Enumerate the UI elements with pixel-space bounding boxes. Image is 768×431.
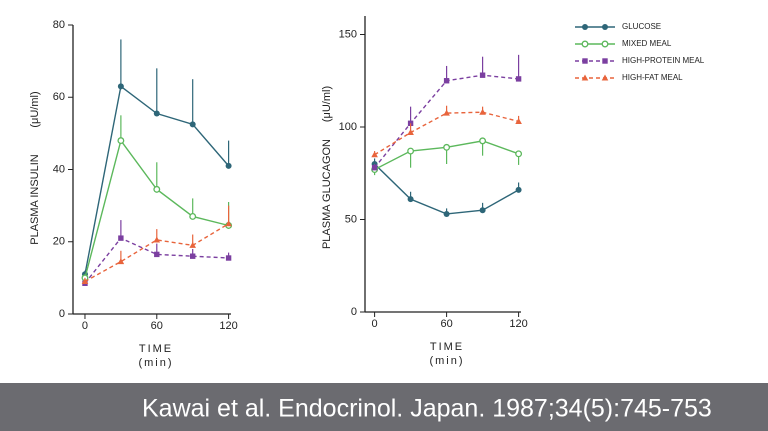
x-tick-label: 60 [151, 320, 163, 332]
series-line [374, 111, 519, 156]
marker [479, 72, 486, 78]
marker [515, 117, 522, 124]
y-axis-label: PLASMA GLUCAGON [321, 139, 333, 249]
legend-marker [581, 74, 589, 81]
legend-marker [602, 58, 608, 64]
marker [225, 255, 232, 261]
series-line [374, 163, 519, 215]
citation: Kawai et al. Endocrinol. Japan. 1987;34(… [142, 395, 712, 423]
marker [479, 108, 486, 115]
x-axis-label: TIME [430, 341, 464, 353]
y-tick-label: 80 [53, 19, 65, 31]
marker [117, 258, 125, 265]
marker [154, 251, 160, 258]
x-axis-label: TIME [139, 343, 173, 355]
y-axis-unit: (μU/ml) [29, 91, 41, 127]
marker [515, 186, 522, 193]
marker [189, 121, 196, 128]
marker [81, 277, 89, 284]
marker [117, 83, 124, 90]
x-tick-label: 60 [440, 318, 452, 330]
marker [443, 78, 450, 84]
marker [407, 147, 415, 155]
y-axis-unit: (μU/ml) [321, 86, 333, 122]
marker [479, 207, 486, 214]
series-line [84, 223, 229, 283]
x-axis-unit: (min) [138, 357, 173, 369]
footer-bar [0, 383, 768, 431]
marker [225, 220, 232, 227]
y-tick-label: 20 [53, 236, 65, 248]
y-axis-label: PLASMA INSULIN [29, 154, 41, 245]
legend-marker [602, 24, 608, 30]
legend-label: HIGH-FAT MEAL [622, 73, 683, 82]
marker [443, 210, 450, 217]
legend-label: MIXED MEAL [622, 39, 672, 48]
y-tick-label: 150 [339, 28, 357, 40]
x-tick-label: 120 [219, 320, 237, 332]
series-line [84, 237, 229, 284]
legend-label: GLUCOSE [622, 22, 661, 31]
y-tick-label: 100 [339, 121, 357, 133]
marker [153, 110, 160, 117]
marker [371, 151, 378, 158]
y-tick-label: 50 [345, 213, 357, 225]
y-tick-label: 60 [53, 91, 65, 103]
legend-marker [601, 40, 609, 48]
marker [479, 137, 487, 145]
marker [189, 213, 197, 220]
marker [443, 109, 450, 116]
y-tick-label: 0 [59, 308, 65, 320]
marker [515, 76, 522, 82]
x-axis-unit: (min) [429, 355, 464, 367]
marker [118, 235, 124, 241]
marker [443, 143, 451, 151]
marker [407, 196, 414, 203]
x-tick-label: 120 [509, 318, 527, 330]
marker [407, 129, 414, 136]
legend-label: HIGH-PROTEIN MEAL [622, 56, 705, 65]
marker [515, 150, 523, 158]
legend-marker [582, 58, 588, 64]
marker [117, 137, 125, 145]
x-tick-label: 0 [82, 320, 88, 332]
y-tick-label: 0 [351, 306, 357, 318]
legend-marker [581, 40, 589, 48]
marker [189, 253, 196, 259]
marker [153, 236, 161, 243]
x-tick-label: 0 [372, 318, 378, 330]
marker [225, 162, 232, 169]
marker [153, 185, 161, 193]
legend-marker [601, 74, 609, 81]
y-tick-label: 40 [53, 163, 65, 175]
legend-marker [582, 24, 588, 30]
marker [371, 165, 378, 171]
marker [189, 241, 196, 248]
